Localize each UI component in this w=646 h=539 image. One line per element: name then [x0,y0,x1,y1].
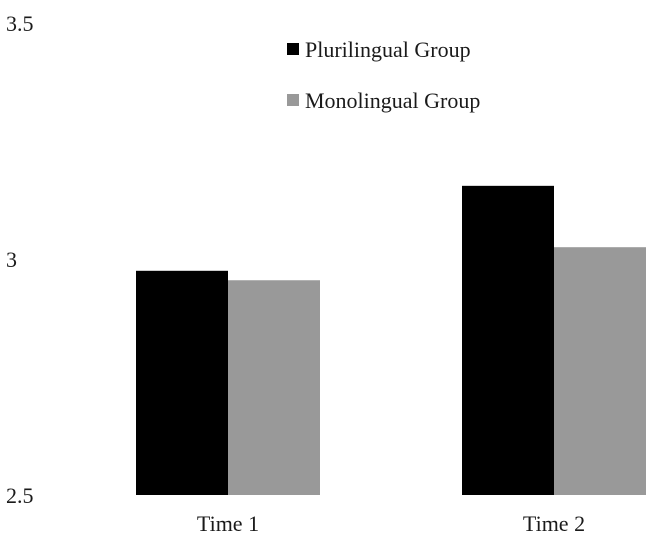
x-category-label: Time 1 [197,511,259,536]
legend-swatch-monolingual-group [287,94,299,106]
legend: Plurilingual Group Monolingual Group [287,37,480,113]
legend-label-plurilingual-group: Plurilingual Group [305,37,471,62]
y-tick-label: 3.5 [6,11,34,36]
x-axis-category-labels: Time 1 Time 2 [197,511,585,536]
bar-plurilingual-group-time-2 [462,185,554,495]
bar-monolingual-group-time-2 [554,247,646,495]
bars [136,185,646,495]
legend-label-monolingual-group: Monolingual Group [305,88,480,113]
y-axis-tick-labels: 2.5 3 3.5 [6,11,34,508]
legend-swatch-plurilingual-group [287,43,299,55]
y-tick-label: 2.5 [6,483,34,508]
bar-plurilingual-group-time-1 [136,270,228,495]
x-category-label: Time 2 [523,511,585,536]
y-tick-label: 3 [6,247,17,272]
bar-monolingual-group-time-1 [228,280,320,495]
